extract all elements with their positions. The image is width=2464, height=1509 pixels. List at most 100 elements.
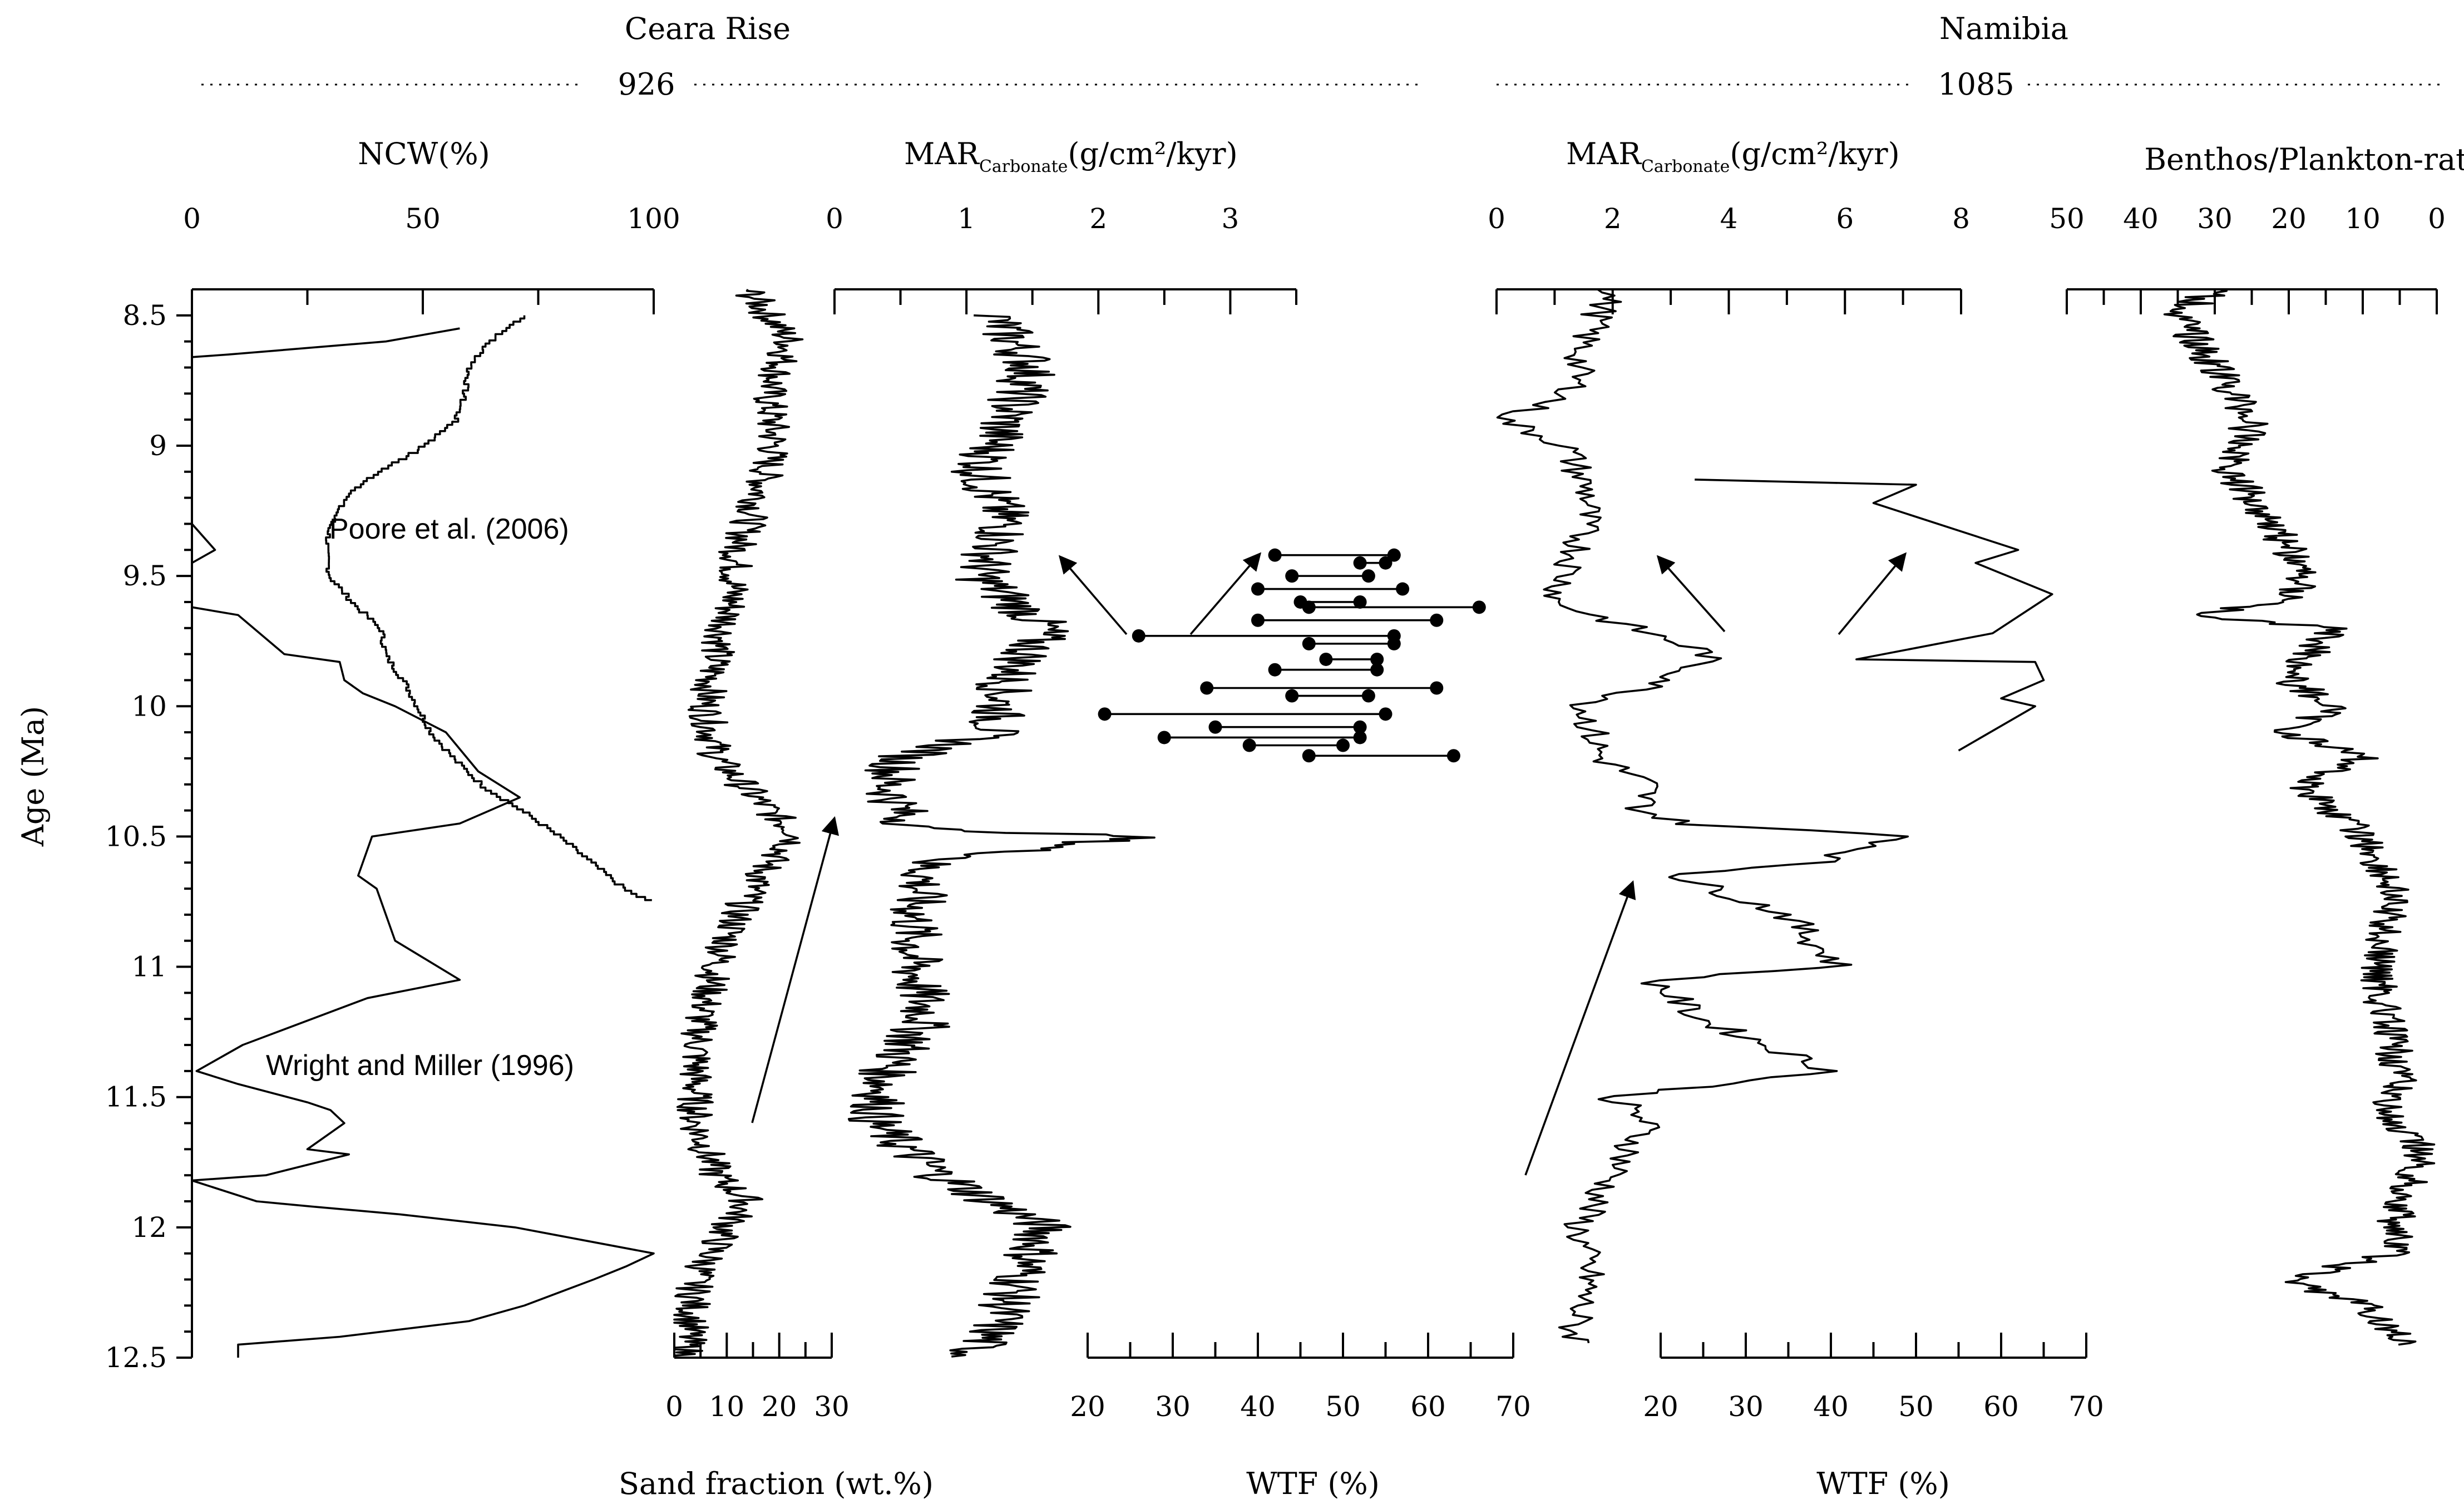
arrow-mar-1085-upper <box>1656 555 1726 633</box>
wtf-926-point <box>1302 600 1316 614</box>
y-tick-label: 10.5 <box>105 820 167 852</box>
wtf-926-point <box>1370 652 1384 666</box>
wtf-926-point <box>1446 749 1460 763</box>
site-core-1085: 1085 <box>1938 67 2014 102</box>
y-tick-label: 8.5 <box>122 299 167 332</box>
series-sand-fraction <box>673 289 804 1358</box>
wtf-926-point <box>1251 613 1265 627</box>
x-tick-label: 60 <box>1410 1390 1446 1423</box>
y-tick-label: 11.5 <box>105 1081 167 1113</box>
x-tick-label: 50 <box>405 203 441 235</box>
x-tick-label: 4 <box>1720 203 1738 235</box>
y-tick-label: 12.5 <box>105 1342 167 1374</box>
wtf-926-point <box>1336 738 1350 752</box>
wtf-926-point <box>1302 637 1316 650</box>
wtf-926-point <box>1396 582 1410 596</box>
wtf-926-point <box>1361 569 1375 583</box>
arrow-wtf-1085 <box>1838 552 1907 635</box>
x-tick-label: 0 <box>1488 203 1505 235</box>
panel-title-mar-1085-sub: Carbonate <box>1641 157 1730 176</box>
x-tick-label: 50 <box>1898 1390 1934 1423</box>
arrow-mar-926 <box>1058 555 1128 635</box>
series-mar-1085 <box>1496 288 1909 1344</box>
wtf-926-point <box>1353 720 1367 734</box>
wtf-926-point <box>1387 637 1401 650</box>
wtf-926-point <box>1242 738 1256 752</box>
arrow-wtf-926 <box>1189 552 1262 635</box>
x-tick-label: 70 <box>2068 1390 2104 1423</box>
wtf-926-point <box>1268 548 1282 562</box>
x-tick-label: 20 <box>2271 203 2307 235</box>
arrow-sand <box>751 816 840 1123</box>
series-ncw-poore <box>325 315 652 901</box>
series-ncw-wright-miller <box>191 327 655 1358</box>
series-layer <box>191 288 2436 1358</box>
panel-title-mar-1085-unit: (g/cm²/kyr) <box>1730 136 1899 171</box>
x-tick-label: 50 <box>2049 203 2085 235</box>
y-tick-label: 9 <box>149 430 167 462</box>
wtf-926-point <box>1379 556 1393 570</box>
x-tick-label: 30 <box>2197 203 2233 235</box>
y-tick-label: 10 <box>131 690 167 722</box>
arrows <box>751 552 1907 1176</box>
annotation-poore: Poore et al. (2006) <box>329 513 569 545</box>
x-tick-label: 50 <box>1325 1390 1361 1423</box>
panel-title-ncw: NCW(%) <box>358 136 490 171</box>
x-tick-label: 1 <box>957 203 975 235</box>
panel-title-bp-ratio: Benthos/Plankton-ratio <box>2144 142 2464 177</box>
wtf-926-point <box>1285 689 1299 703</box>
x-tick-label: 10 <box>709 1390 745 1423</box>
x-tick-label: 2 <box>1604 203 1622 235</box>
panel-title-mar-926: MARCarbonate(g/cm²/kyr) <box>904 136 1238 176</box>
x-tick-label: 6 <box>1836 203 1854 235</box>
wtf-926-point <box>1319 652 1333 666</box>
y-axis: 8.5 9 9.5 10 10.5 11 11.5 12 12.5 <box>105 289 193 1374</box>
x-tick-label: 40 <box>1240 1390 1276 1423</box>
wtf-926-point <box>1285 569 1299 583</box>
x-tick-label: 60 <box>1983 1390 2019 1423</box>
x-tick-label: 2 <box>1089 203 1107 235</box>
x-tick-label: 10 <box>2345 203 2381 235</box>
series-wtf-1085 <box>1695 479 2053 752</box>
y-tick-label: 9.5 <box>122 560 167 592</box>
wtf-926-point <box>1157 731 1171 744</box>
x-tick-label: 20 <box>1643 1390 1678 1423</box>
x-tick-label: 100 <box>627 203 680 235</box>
x-tick-label: 0 <box>826 203 843 235</box>
x-tick-label: 30 <box>1728 1390 1764 1423</box>
wtf-926-point <box>1387 548 1401 562</box>
wtf-926-point <box>1430 681 1444 695</box>
wtf-926-point <box>1361 689 1375 703</box>
x-tick-label: 30 <box>814 1390 850 1423</box>
site-core-926: 926 <box>618 67 675 102</box>
wtf-926-point <box>1302 749 1316 763</box>
x-tick-label: 0 <box>665 1390 683 1423</box>
site-title-namibia: Namibia <box>1939 11 2068 46</box>
x-tick-label: 3 <box>1222 203 1240 235</box>
series-benthos-plankton <box>2163 288 2436 1346</box>
x-tick-label: 40 <box>2123 203 2159 235</box>
wtf-926-point <box>1098 707 1112 721</box>
x-tick-label: 20 <box>1070 1390 1105 1423</box>
panel-title-mar-926-unit: (g/cm²/kyr) <box>1068 136 1237 171</box>
y-tick-label: 11 <box>131 951 167 983</box>
wtf-926-point <box>1379 707 1393 721</box>
panel-title-sand: Sand fraction (wt.%) <box>619 1466 934 1501</box>
wtf-926-point <box>1370 663 1384 677</box>
x-tick-label: 40 <box>1813 1390 1849 1423</box>
wtf-926-point <box>1132 629 1145 643</box>
x-tick-label: 30 <box>1155 1390 1191 1423</box>
annotation-wright-miller: Wright and Miller (1996) <box>266 1049 574 1082</box>
x-tick-label: 8 <box>1952 203 1970 235</box>
panel-title-mar-1085: MARCarbonate(g/cm²/kyr) <box>1566 136 1900 176</box>
x-tick-label: 0 <box>2428 203 2446 235</box>
wtf-926-point <box>1353 595 1367 609</box>
wtf-926-point <box>1200 681 1214 695</box>
wtf-926-point <box>1251 582 1265 596</box>
x-tick-label: 0 <box>183 203 201 235</box>
wtf-926-point <box>1430 613 1444 627</box>
panel-title-wtf-1085: WTF (%) <box>1816 1466 1950 1501</box>
series-mar-926 <box>847 314 1156 1358</box>
